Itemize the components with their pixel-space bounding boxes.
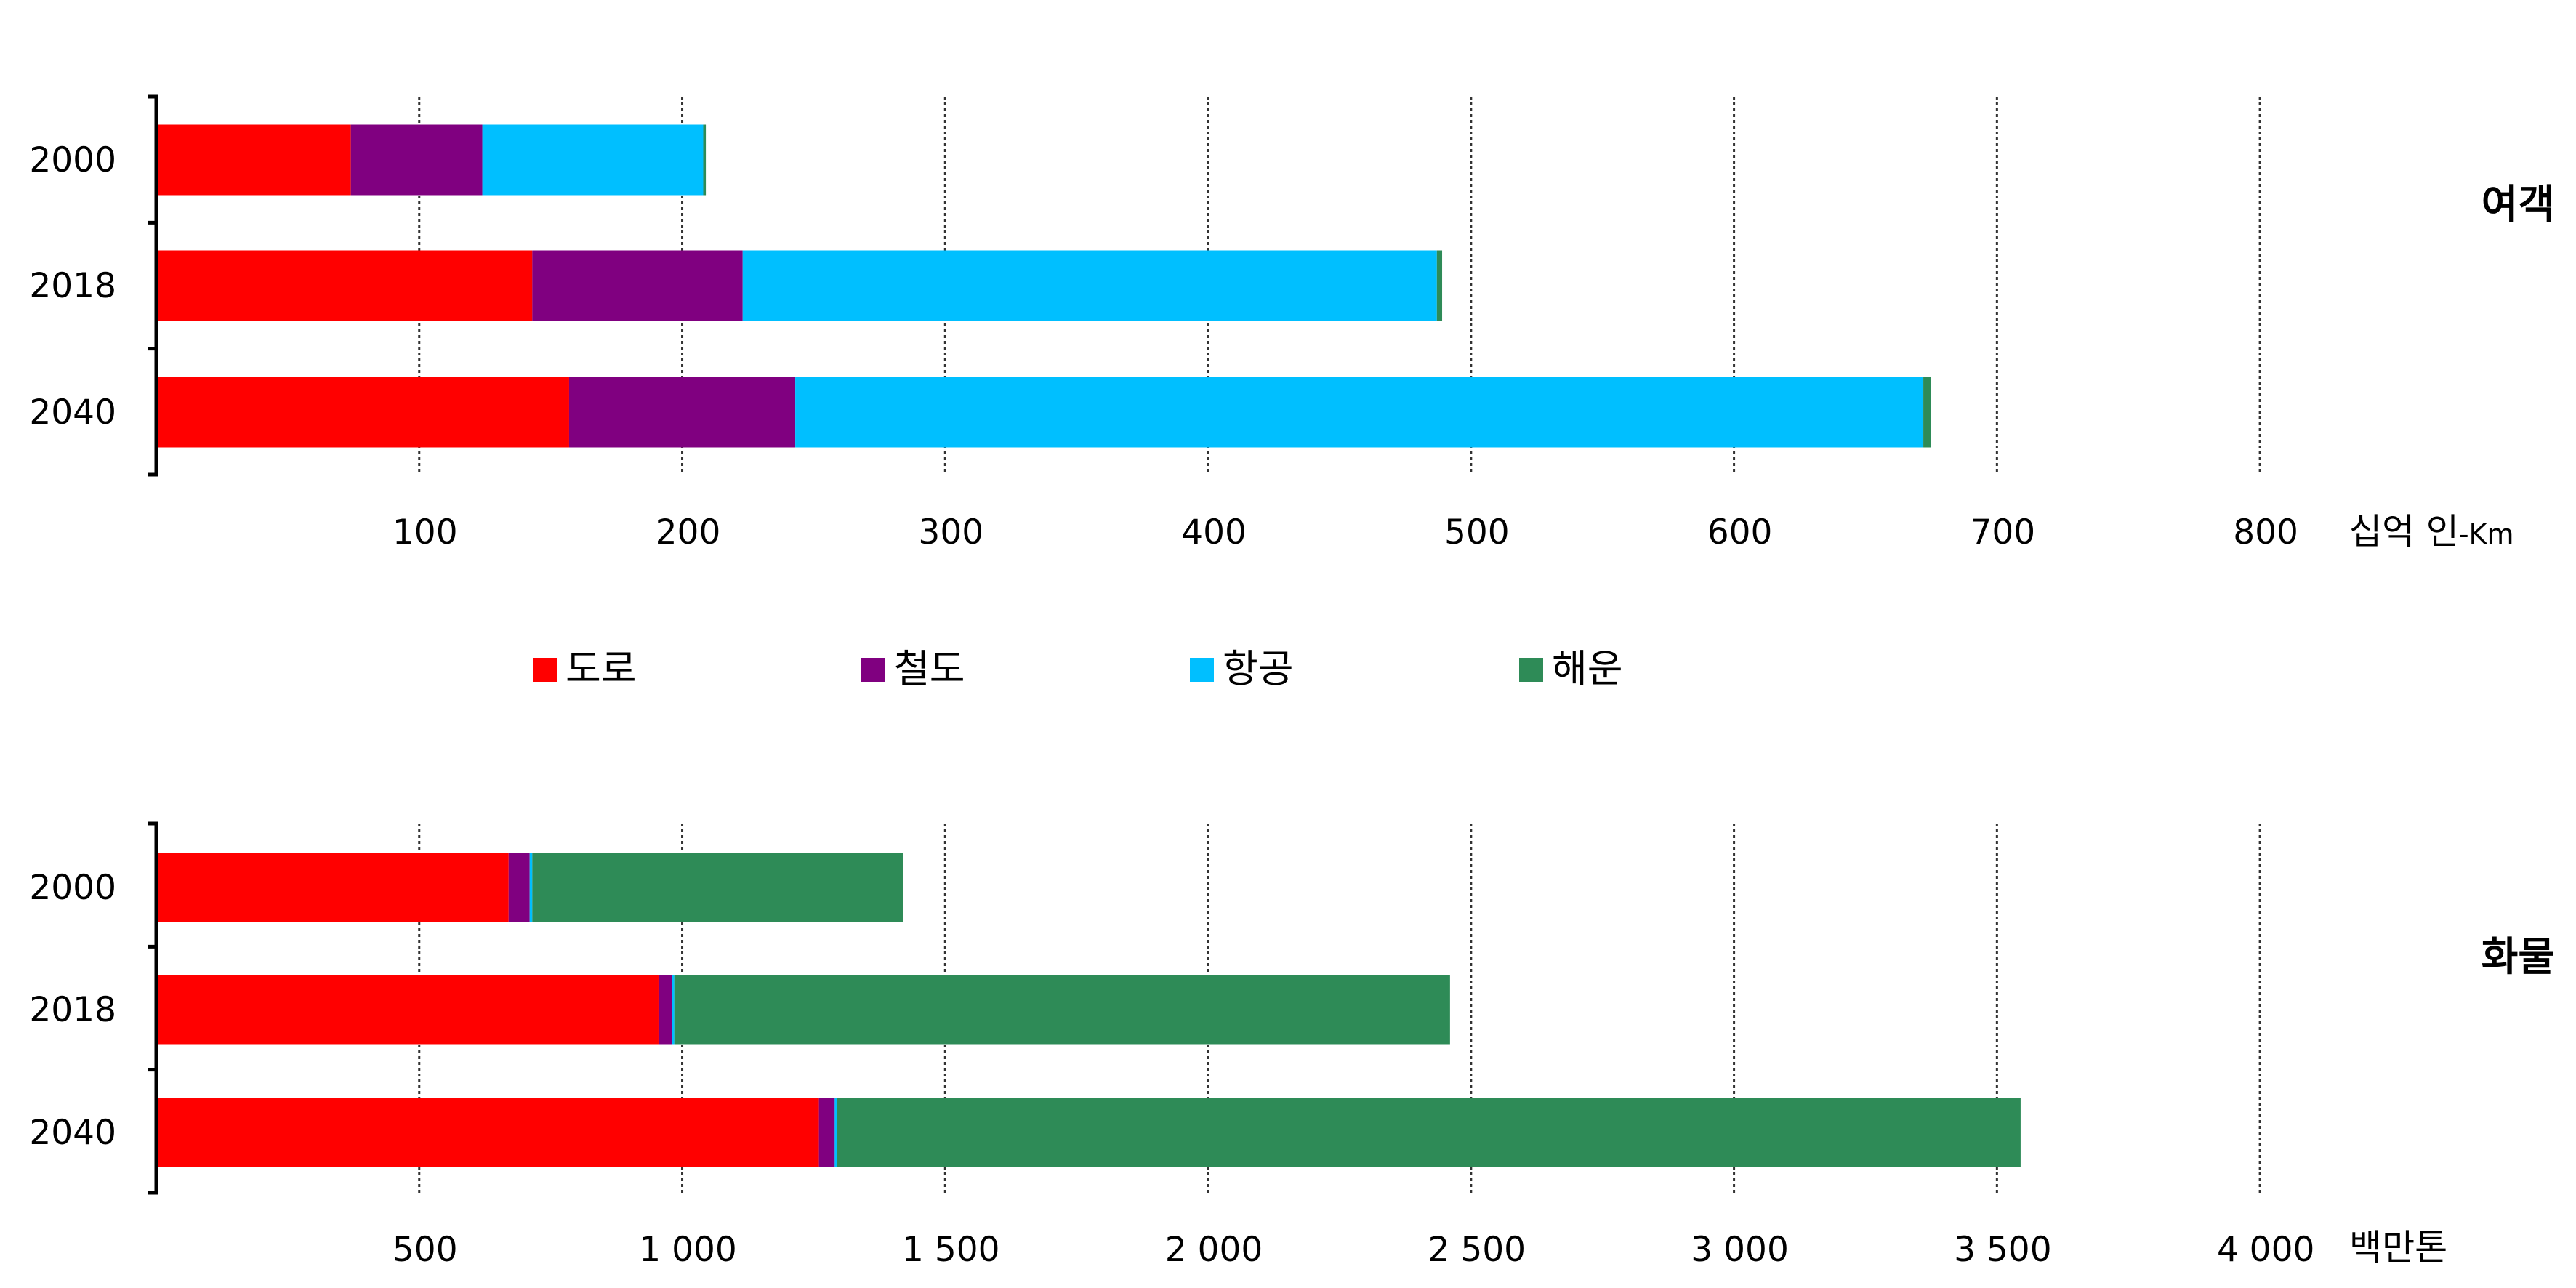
x-unit-main: 백만톤 <box>2349 1227 2447 1268</box>
bar-2040-sea <box>1923 377 1931 448</box>
y-axis <box>148 821 158 1195</box>
x-tick-label-700: 700 <box>1970 512 2035 552</box>
x-tick-label-1500: 1 500 <box>902 1230 1000 1270</box>
x-tick-label-1000: 1 000 <box>639 1230 737 1270</box>
category-label-2000: 2000 <box>29 140 116 180</box>
bar-2040-sea <box>837 1098 2021 1167</box>
x-unit-label: 십억 인-Km <box>2349 511 2513 552</box>
legend-swatch-sea <box>1519 658 1543 682</box>
x-tick-label-2000: 2 000 <box>1165 1230 1263 1270</box>
bar-2040-air <box>795 377 1924 448</box>
x-unit-suffix: -Km <box>2459 518 2514 550</box>
category-label-2018: 2018 <box>29 266 116 306</box>
bar-2000-rail <box>350 124 483 196</box>
x-tick-label-3500: 3 500 <box>1954 1230 2052 1270</box>
bar-2018-air <box>672 975 675 1045</box>
freight-panel: 2000 2018 2040 500 1 000 1 500 2 000 2 500 3 000… <box>29 821 2555 1270</box>
x-tick-label-3000: 3 000 <box>1691 1230 1789 1270</box>
x-unit-main: 십억 인 <box>2349 511 2459 552</box>
x-tick-label-200: 200 <box>656 512 721 552</box>
bar-2000-road <box>156 124 351 196</box>
x-tick-label-300: 300 <box>918 512 983 552</box>
x-tick-label-500: 500 <box>393 1230 458 1270</box>
x-tick-label-2500: 2 500 <box>1428 1230 1526 1270</box>
legend: 도로 철도 항공 해운 <box>533 647 1623 691</box>
bar-2018-rail <box>658 975 672 1045</box>
bar-2018-rail <box>532 250 743 321</box>
bar-2018-sea <box>1436 250 1443 321</box>
bar-2040-rail <box>568 377 796 448</box>
side-label: 화물 <box>2482 933 2555 980</box>
bar-2000-sea <box>532 853 903 922</box>
bar-2040-rail <box>818 1098 835 1167</box>
bar-2000-air <box>482 124 704 196</box>
category-label-2018: 2018 <box>29 990 116 1030</box>
bar-2018-air <box>742 250 1437 321</box>
legend-label-rail: 철도 <box>894 647 965 691</box>
bar-2000-rail <box>508 853 530 922</box>
x-tick-label-4000: 4 000 <box>2217 1230 2315 1270</box>
category-label-2040: 2040 <box>29 1113 116 1153</box>
y-axis <box>148 94 158 477</box>
bar-2000-road <box>156 853 509 922</box>
passenger-panel: 2000 2018 2040 100 200 300 400 500 600 700 800 십억 인… <box>29 94 2555 552</box>
legend-label-air: 항공 <box>1223 647 1294 691</box>
bar-2018-road <box>156 250 533 321</box>
x-tick-label-400: 400 <box>1181 512 1247 552</box>
side-label: 여객 <box>2482 181 2555 228</box>
bar-2000-air <box>529 853 533 922</box>
bar-2040-road <box>156 1098 819 1167</box>
legend-swatch-rail <box>861 658 885 682</box>
legend-swatch-air <box>1190 658 1214 682</box>
x-tick-label-800: 800 <box>2233 512 2298 552</box>
x-tick-label-600: 600 <box>1707 512 1773 552</box>
x-unit-label: 백만톤 <box>2349 1227 2447 1268</box>
bar-2018-sea <box>674 975 1450 1045</box>
legend-swatch-road <box>533 658 557 682</box>
x-tick-label-100: 100 <box>393 512 458 552</box>
bar-2040-air <box>834 1098 837 1167</box>
legend-label-sea: 해운 <box>1552 647 1623 691</box>
bar-2000-sea <box>703 124 707 196</box>
category-label-2000: 2000 <box>29 868 116 908</box>
bar-2018-road <box>156 975 659 1045</box>
category-label-2040: 2040 <box>29 393 116 432</box>
legend-label-road: 도로 <box>565 647 637 691</box>
x-tick-label-500: 500 <box>1444 512 1510 552</box>
bar-2040-road <box>156 377 569 448</box>
